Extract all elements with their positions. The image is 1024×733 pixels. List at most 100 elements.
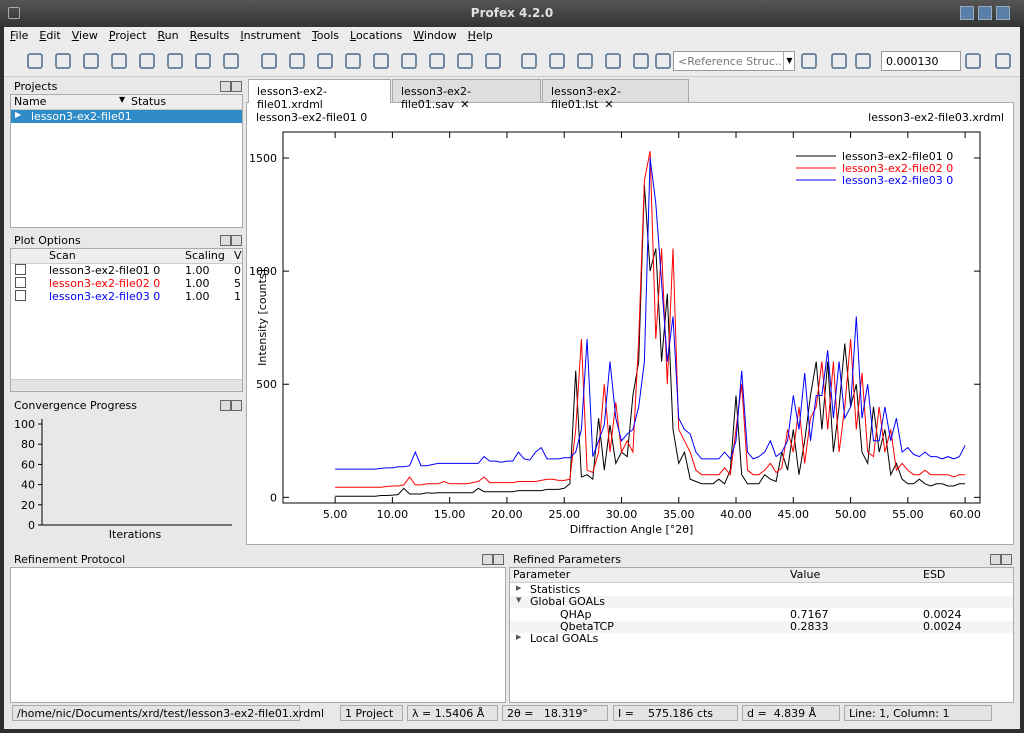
column-header[interactable]: Scaling <box>185 249 225 262</box>
toolbar-button[interactable] <box>577 53 593 69</box>
parameters-tree: Parameter Value ESD ▶ Statistics ▼ Global G… <box>509 567 1014 703</box>
value-spinbox[interactable]: 0.000130 <box>881 51 961 71</box>
column-header[interactable]: Status <box>131 95 167 108</box>
menu-item[interactable]: Tools <box>311 29 339 42</box>
column-header[interactable]: Value <box>790 568 821 581</box>
maximize-button[interactable] <box>978 6 992 20</box>
toolbar-button[interactable] <box>521 53 537 69</box>
parameter-row[interactable]: ▼ Global GOALs <box>510 595 1013 609</box>
toolbar-button[interactable] <box>55 53 71 69</box>
toolbar-button[interactable] <box>485 53 501 69</box>
chart-header-right: lesson3-ex2-file03.xrdml <box>868 111 1004 124</box>
combo-arrow[interactable]: ▼ <box>783 52 795 70</box>
panel-title: Projects <box>14 80 58 93</box>
convergence-chart: 0 20 40 60 80 100 Iterations <box>14 418 232 541</box>
toolbar-button[interactable] <box>655 53 671 69</box>
reference-combo[interactable]: <Reference Struc... <box>673 51 795 71</box>
parameter-row[interactable]: QbetaTCP 0.2833 0.0024 <box>510 619 1013 633</box>
parameter-value: 0.7167 <box>790 607 829 621</box>
column-header[interactable]: Parameter <box>513 568 571 581</box>
float-button[interactable] <box>220 235 231 246</box>
toolbar-button[interactable] <box>195 53 211 69</box>
checkbox[interactable] <box>15 277 26 288</box>
project-tree: Name ▼ Status ▶ lesson3-ex2-file01 <box>10 94 243 228</box>
toolbar-button[interactable] <box>111 53 127 69</box>
column-header[interactable]: Scan <box>49 249 76 262</box>
series-line <box>335 185 966 497</box>
toolbar-button[interactable] <box>605 53 621 69</box>
app-icon[interactable] <box>8 7 20 19</box>
toolbar-button[interactable] <box>801 53 817 69</box>
toolbar-button[interactable] <box>457 53 473 69</box>
toolbar-button[interactable] <box>317 53 333 69</box>
menu-item[interactable]: Run <box>157 29 179 42</box>
tab-close[interactable]: ✕ <box>460 98 470 111</box>
parameter-row[interactable]: ▶ Local GOALs <box>510 632 1013 646</box>
tab[interactable]: lesson3-ex2-file01.sav ✕ <box>392 79 541 111</box>
toolbar-button[interactable] <box>139 53 155 69</box>
parameter-row[interactable]: ▶ Statistics <box>510 583 1013 596</box>
column-header[interactable]: Name <box>14 95 47 108</box>
horizontal-scrollbar[interactable] <box>11 379 242 391</box>
y-tick-label: 40 <box>21 479 35 492</box>
toolbar-button[interactable] <box>373 53 389 69</box>
toolbar-button[interactable] <box>289 53 305 69</box>
close-button[interactable] <box>1001 554 1012 565</box>
menu-item[interactable]: View <box>71 29 98 42</box>
close-button[interactable] <box>493 554 504 565</box>
close-button[interactable] <box>231 81 242 92</box>
menu-item[interactable]: Locations <box>350 29 403 42</box>
float-button[interactable] <box>220 400 231 411</box>
tab[interactable]: lesson3-ex2-file01.lst ✕ <box>542 79 689 111</box>
close-button[interactable] <box>996 6 1010 20</box>
x-tick-label: 60.00 <box>949 508 981 521</box>
menu-item[interactable]: Project <box>108 29 147 42</box>
toolbar-icons <box>27 53 1011 69</box>
expander[interactable]: ▼ <box>516 596 522 605</box>
project-name: lesson3-ex2-file01 <box>31 110 132 123</box>
toolbar-button[interactable] <box>831 53 847 69</box>
y-tick-label: 500 <box>256 378 277 391</box>
menu-item[interactable]: File <box>10 29 29 42</box>
minimize-button[interactable] <box>960 6 974 20</box>
column-header[interactable]: ESD <box>923 568 946 581</box>
checkbox[interactable] <box>15 290 26 301</box>
toolbar-button[interactable] <box>27 53 43 69</box>
toolbar-button[interactable] <box>855 53 871 69</box>
toolbar-button[interactable] <box>549 53 565 69</box>
parameter-esd: 0.0024 <box>923 619 962 633</box>
parameter-row[interactable]: QHAp 0.7167 0.0024 <box>510 607 1013 621</box>
close-button[interactable] <box>231 235 242 246</box>
chart-header-left: lesson3-ex2-file01 0 <box>256 111 367 124</box>
float-button[interactable] <box>990 554 1001 565</box>
toolbar-button[interactable] <box>83 53 99 69</box>
project-item[interactable]: ▶ lesson3-ex2-file01 <box>11 110 242 123</box>
toolbar-button[interactable] <box>167 53 183 69</box>
expander[interactable]: ▶ <box>516 633 522 642</box>
y-tick-label: 0 <box>270 491 277 504</box>
column-header[interactable]: V <box>234 249 242 262</box>
x-tick-label: 55.00 <box>892 508 924 521</box>
toolbar-button[interactable] <box>965 53 981 69</box>
toolbar-button[interactable] <box>223 53 239 69</box>
menu-item[interactable]: Help <box>467 29 493 42</box>
menu-item[interactable]: Window <box>413 29 457 42</box>
tab-close[interactable]: ✕ <box>604 98 614 111</box>
expander[interactable]: ▶ <box>15 110 22 119</box>
toolbar-button[interactable] <box>995 53 1011 69</box>
checkbox[interactable] <box>15 264 26 275</box>
expander[interactable]: ▶ <box>516 584 522 592</box>
close-button[interactable] <box>231 400 242 411</box>
toolbar-button[interactable] <box>345 53 361 69</box>
toolbar-button[interactable] <box>429 53 445 69</box>
protocol-editor[interactable] <box>10 567 506 703</box>
toolbar-button[interactable] <box>261 53 277 69</box>
toolbar-button[interactable] <box>401 53 417 69</box>
tab[interactable]: lesson3-ex2-file01.xrdml <box>248 79 391 111</box>
float-button[interactable] <box>482 554 493 565</box>
menu-item[interactable]: Instrument <box>240 29 301 42</box>
toolbar-button[interactable] <box>633 53 649 69</box>
menu-item[interactable]: Results <box>189 29 230 42</box>
menu-item[interactable]: Edit <box>39 29 61 42</box>
float-button[interactable] <box>220 81 231 92</box>
